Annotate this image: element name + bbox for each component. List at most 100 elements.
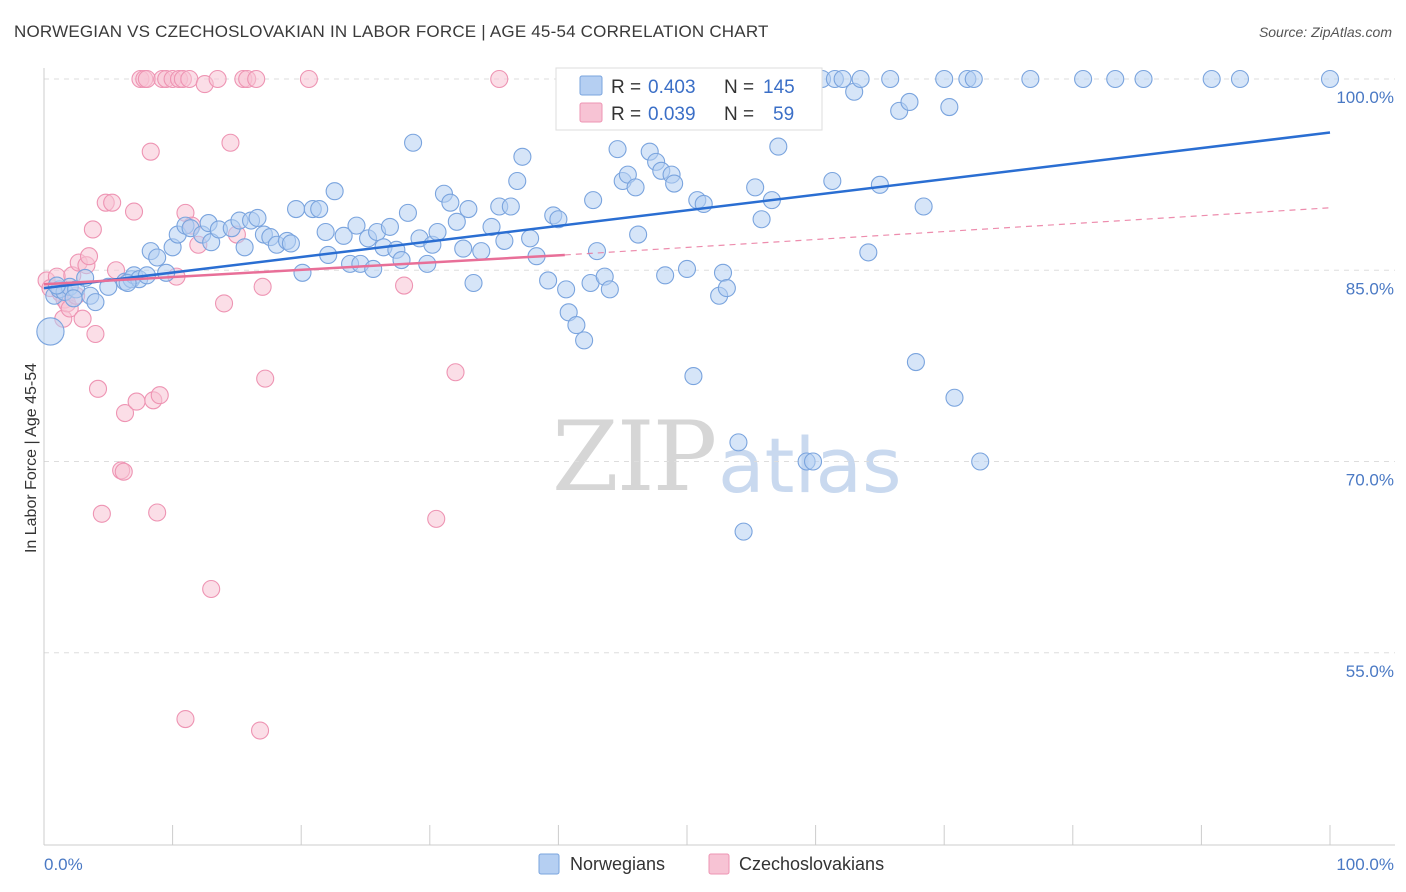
- stats-n-value-2: 59: [773, 104, 794, 125]
- czechoslovakians-point-14: [83, 220, 102, 239]
- norwegians-point-40: [316, 222, 335, 242]
- norwegians-point-98: [677, 259, 697, 279]
- czechoslovakians-point-32: [150, 386, 169, 405]
- norwegians-point-124: [881, 69, 900, 89]
- norwegians-point-129: [935, 69, 954, 89]
- norwegians-point-35: [281, 234, 300, 253]
- czechoslovakians-point-47: [214, 294, 234, 313]
- stats-swatch-czechoslovakians: [579, 102, 603, 123]
- czechoslovakians-point-48: [221, 133, 240, 152]
- czechoslovakians-point-24: [124, 202, 144, 221]
- norwegians-point-77: [549, 210, 568, 229]
- norwegians-point-112: [769, 137, 788, 156]
- norwegians-point-110: [752, 210, 771, 229]
- y-tick-label-2: 70.0%: [1346, 471, 1394, 490]
- norwegians-point-126: [900, 92, 919, 111]
- norwegians-point-139: [1202, 69, 1221, 89]
- norwegians-point-64: [459, 200, 478, 219]
- czechoslovakians-point-13: [79, 247, 99, 266]
- norwegians-point-48: [364, 259, 383, 279]
- norwegians-point-131: [945, 388, 964, 407]
- norwegians-point-43: [334, 226, 353, 245]
- norwegians-point-36: [287, 200, 306, 219]
- norwegians-point-61: [441, 193, 460, 212]
- norwegians-point-95: [656, 266, 675, 285]
- czechoslovakians-point-23: [115, 403, 135, 423]
- norwegians-point-53: [392, 250, 411, 270]
- y-axis-label: In Labor Force | Age 45-54: [23, 363, 40, 553]
- czechoslovakians-point-55: [256, 369, 275, 388]
- norwegians-point-28: [235, 238, 254, 257]
- czechoslovakians-point-19: [103, 193, 122, 212]
- norwegians-point-39: [310, 200, 329, 219]
- norwegians-point-133: [964, 69, 983, 89]
- norwegians-point-109: [746, 178, 765, 197]
- czechoslovakians-point-58: [427, 509, 446, 528]
- norwegians-point-37: [293, 263, 312, 282]
- norwegians-point-69: [495, 231, 514, 250]
- norwegians-trend-line: [43, 131, 1331, 290]
- norwegians-point-55: [404, 133, 423, 152]
- czechoslovakians-trend-extension: [564, 207, 1331, 256]
- norwegians-point-107: [729, 433, 748, 452]
- norwegians-point-62: [447, 212, 466, 231]
- norwegians-point-51: [380, 217, 399, 236]
- axes: [43, 68, 1395, 846]
- norwegians-point-91: [629, 225, 648, 244]
- x-tick-labels: 0.0% 100.0%: [44, 855, 1394, 874]
- norwegians-point-136: [1074, 69, 1093, 89]
- norwegians-point-80: [567, 316, 586, 335]
- y-tick-label-3: 55.0%: [1346, 662, 1394, 681]
- norwegians-point-141: [1320, 69, 1340, 89]
- czechoslovakians-trend-line: [43, 253, 565, 286]
- gridlines: [44, 78, 1395, 654]
- norwegians-point-135: [1021, 69, 1040, 89]
- norwegians-point-121: [851, 69, 870, 89]
- y-tick-labels: 100.0% 85.0% 70.0% 55.0%: [1336, 88, 1394, 681]
- stats-box: R = 0.403 N = 145 R = 0.039 N = 59: [555, 67, 823, 131]
- watermark-zip: ZIP: [552, 401, 715, 513]
- x-tick-label-0: 0.0%: [44, 855, 83, 874]
- czechoslovakians-point-22: [114, 462, 133, 481]
- czechoslovakians-point-59: [446, 363, 465, 382]
- czechoslovakians-point-41: [176, 709, 195, 729]
- czechoslovakians-point-17: [92, 504, 111, 523]
- norwegians-point-84: [587, 242, 607, 261]
- czechoslovakians-point-28: [137, 69, 156, 89]
- norwegians-point-30: [248, 208, 267, 228]
- norwegians-point-117: [823, 171, 842, 191]
- norwegians-point-105: [717, 279, 736, 298]
- norwegians-point-137: [1106, 69, 1125, 89]
- norwegians-point-73: [521, 229, 540, 248]
- norwegians-point-115: [803, 452, 823, 471]
- czechoslovakians-points: [37, 69, 509, 740]
- czechoslovakians-point-40: [180, 69, 199, 89]
- norwegians-point-78: [557, 280, 576, 299]
- norwegians-point-143: [64, 289, 83, 308]
- norwegians-point-8: [86, 293, 105, 312]
- norwegians-point-87: [608, 140, 627, 159]
- norwegians-point-140: [1230, 69, 1250, 89]
- czechoslovakians-point-56: [299, 69, 318, 89]
- norwegians-point-97: [665, 174, 684, 193]
- norwegians-point-45: [347, 216, 366, 235]
- norwegians-point-81: [575, 331, 594, 350]
- norwegians-point-86: [600, 280, 619, 299]
- x-tick-label-1: 100.0%: [1336, 855, 1394, 874]
- stats-r-label-2: R =: [611, 104, 641, 125]
- norwegians-point-66: [472, 242, 491, 261]
- y-tick-label-0: 100.0%: [1336, 88, 1394, 107]
- norwegians-point-138: [1134, 69, 1153, 89]
- norwegians-point-127: [906, 352, 925, 372]
- norwegians-point-128: [914, 197, 933, 216]
- norwegians-point-123: [870, 175, 889, 194]
- legend: Norwegians Czechoslovakians: [538, 853, 884, 875]
- stats-r-value-1: 0.403: [648, 77, 696, 98]
- norwegians-point-0: [36, 317, 65, 346]
- norwegians-point-99: [684, 367, 703, 386]
- stats-swatch-norwegians: [579, 75, 603, 96]
- norwegians-point-72: [513, 147, 532, 166]
- norwegians-point-59: [428, 222, 447, 242]
- watermark: ZIP atlas: [552, 401, 902, 513]
